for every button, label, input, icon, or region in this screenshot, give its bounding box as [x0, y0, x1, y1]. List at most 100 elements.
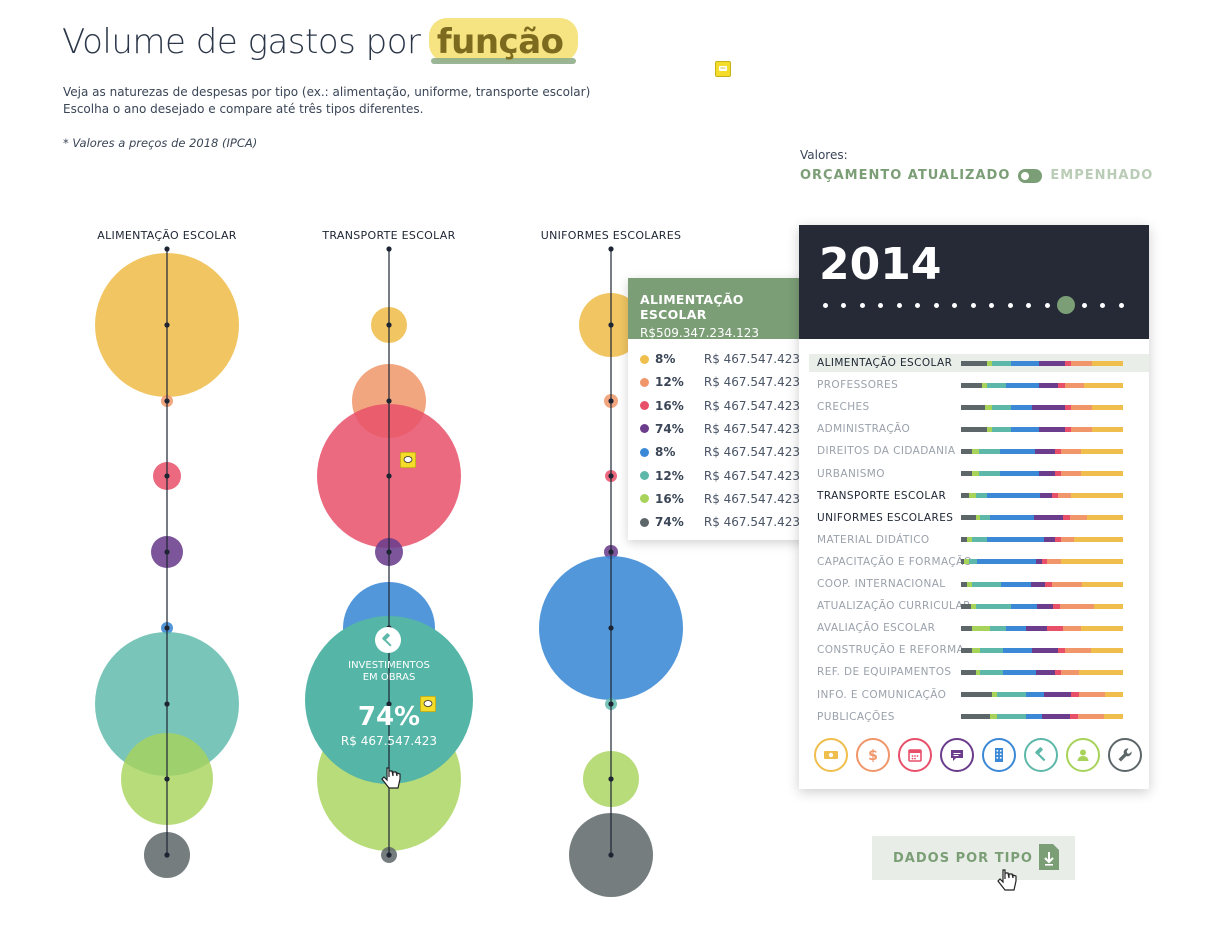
bar-segment [990, 625, 1007, 631]
year-dot[interactable] [915, 303, 920, 308]
year-dot[interactable] [933, 303, 939, 308]
year-dot[interactable] [970, 303, 976, 308]
year-dot[interactable] [859, 303, 865, 308]
function-row[interactable]: ADMINISTRAÇÃO [809, 420, 1149, 438]
bar-segment [1071, 426, 1093, 432]
tooltip-row: 12% R$ 467.547.423 [640, 469, 800, 483]
function-stacked-bar [961, 603, 1123, 609]
year-dot[interactable] [1100, 303, 1105, 308]
tooltip-percent: 74% [655, 515, 684, 530]
dollar-icon[interactable]: $ [856, 738, 890, 772]
column-title-uniformes: UNIFORMES ESCOLARES [540, 229, 682, 242]
bar-segment [999, 471, 1039, 476]
function-row[interactable]: PROFESSORES [809, 376, 1149, 394]
wrench-icon[interactable] [1108, 738, 1142, 772]
tooltip-row: 8% R$ 467.547.423 [640, 445, 800, 459]
axis-dot [608, 625, 614, 631]
legend-dot [640, 401, 649, 411]
bar-segment [1063, 625, 1081, 631]
download-data-button[interactable]: DADOS POR TIPO [872, 836, 1075, 880]
bar-segment [1064, 360, 1072, 366]
year-dot-selected[interactable] [1056, 296, 1075, 314]
function-stacked-bar [961, 669, 1123, 675]
year-dot[interactable] [952, 303, 957, 308]
axis-dot [386, 701, 392, 707]
function-row[interactable]: DIREITOS DA CIDADANIA [809, 442, 1149, 460]
title-highlight: função [431, 22, 570, 62]
tooltip-percent: 74% [655, 421, 684, 436]
function-row[interactable]: MATERIAL DIDÁTICO [809, 531, 1149, 549]
function-row[interactable]: URBANISMO [809, 465, 1149, 483]
building-icon[interactable] [982, 738, 1016, 772]
function-label: MATERIAL DIDÁTICO [817, 533, 930, 546]
bar-segment [1040, 493, 1052, 499]
tooltip-percent: 16% [655, 398, 684, 413]
option-empenhado[interactable]: EMPENHADO [1050, 168, 1154, 183]
function-row[interactable]: ATUALIZAÇÃO CURRICULAR [809, 597, 1149, 615]
bar-segment [1006, 382, 1039, 388]
calendar-icon[interactable] [898, 738, 932, 772]
function-label: DIREITOS DA CIDADANIA [817, 445, 956, 458]
values-toggle-switch[interactable] [1018, 168, 1043, 183]
function-row[interactable]: CONSTRUÇÃO E REFORMA [809, 641, 1149, 659]
year-dot[interactable] [1026, 303, 1031, 308]
function-row[interactable]: PUBLICAÇÕES [809, 708, 1149, 726]
bar-segment [1051, 581, 1083, 587]
bar-segment [975, 603, 1012, 609]
bar-segment [1054, 669, 1062, 675]
legend-dot [640, 424, 649, 434]
year-dot[interactable] [878, 303, 883, 308]
year-dot[interactable] [1081, 303, 1087, 308]
function-label: UNIFORMES ESCOLARES [817, 511, 954, 524]
year-dot[interactable] [822, 303, 828, 308]
function-row[interactable]: CRECHES [809, 398, 1149, 416]
highlight-label-line-2: EM OBRAS [362, 672, 416, 683]
year-dot[interactable] [1044, 303, 1050, 308]
bar-segment [1061, 669, 1080, 675]
year-dot[interactable] [896, 303, 902, 308]
bar-segment [1054, 537, 1062, 543]
function-row[interactable]: CAPACITAÇÃO E FORMAÇÃO [809, 553, 1149, 571]
function-row[interactable]: COOP. INTERNACIONAL [809, 575, 1149, 593]
axis-dot [164, 322, 170, 328]
year-dot[interactable] [841, 303, 846, 308]
page-title: Volume de gastos por função [62, 22, 570, 62]
year-dot[interactable] [989, 303, 994, 308]
axis-dot [386, 398, 392, 404]
highlight-bubble[interactable]: INVESTIMENTOS EM OBRAS 74% R$ 467.547.42… [305, 616, 473, 784]
user-icon[interactable] [1066, 738, 1100, 772]
bar-segment [1103, 714, 1123, 720]
comment-icon[interactable] [715, 61, 731, 77]
function-stacked-bar [961, 559, 1123, 565]
function-label: INFO. E COMUNICAÇÃO [817, 688, 947, 701]
year-dot[interactable] [1118, 303, 1124, 308]
axis-dot [386, 852, 392, 858]
bar-segment [1038, 360, 1065, 366]
year-dot[interactable] [1007, 303, 1013, 308]
bar-segment [1032, 647, 1059, 653]
function-row[interactable]: UNIFORMES ESCOLARES [809, 509, 1149, 527]
chat-icon[interactable] [940, 738, 974, 772]
function-row[interactable]: AVALIAÇÃO ESCOLAR [809, 619, 1149, 637]
hammer-icon[interactable] [1024, 738, 1058, 772]
axis-dot [164, 473, 170, 479]
bar-segment [1035, 669, 1055, 675]
highlight-amount: R$ 467.547.423 [340, 734, 438, 748]
option-orcamento-atualizado[interactable]: ORÇAMENTO ATUALIZADO [800, 168, 1011, 183]
comment-icon[interactable] [400, 452, 416, 468]
function-label: TRANSPORTE ESCOLAR [817, 489, 947, 502]
axis-dot [164, 701, 170, 707]
function-row[interactable]: ALIMENTAÇÃO ESCOLAR [809, 354, 1149, 372]
function-row[interactable]: INFO. E COMUNICAÇÃO [809, 686, 1149, 704]
comment-icon[interactable] [420, 696, 436, 712]
money-icon[interactable] [814, 738, 848, 772]
function-row[interactable]: REF. DE EQUIPAMENTOS [809, 663, 1149, 681]
bar-segment [1046, 625, 1063, 631]
bar-segment [972, 471, 979, 476]
bar-segment [961, 404, 986, 410]
bar-segment [986, 382, 1007, 388]
axis-dot [164, 625, 170, 631]
bar-segment [991, 426, 1012, 432]
function-row[interactable]: TRANSPORTE ESCOLAR [809, 487, 1149, 505]
bar-segment [1025, 625, 1047, 631]
